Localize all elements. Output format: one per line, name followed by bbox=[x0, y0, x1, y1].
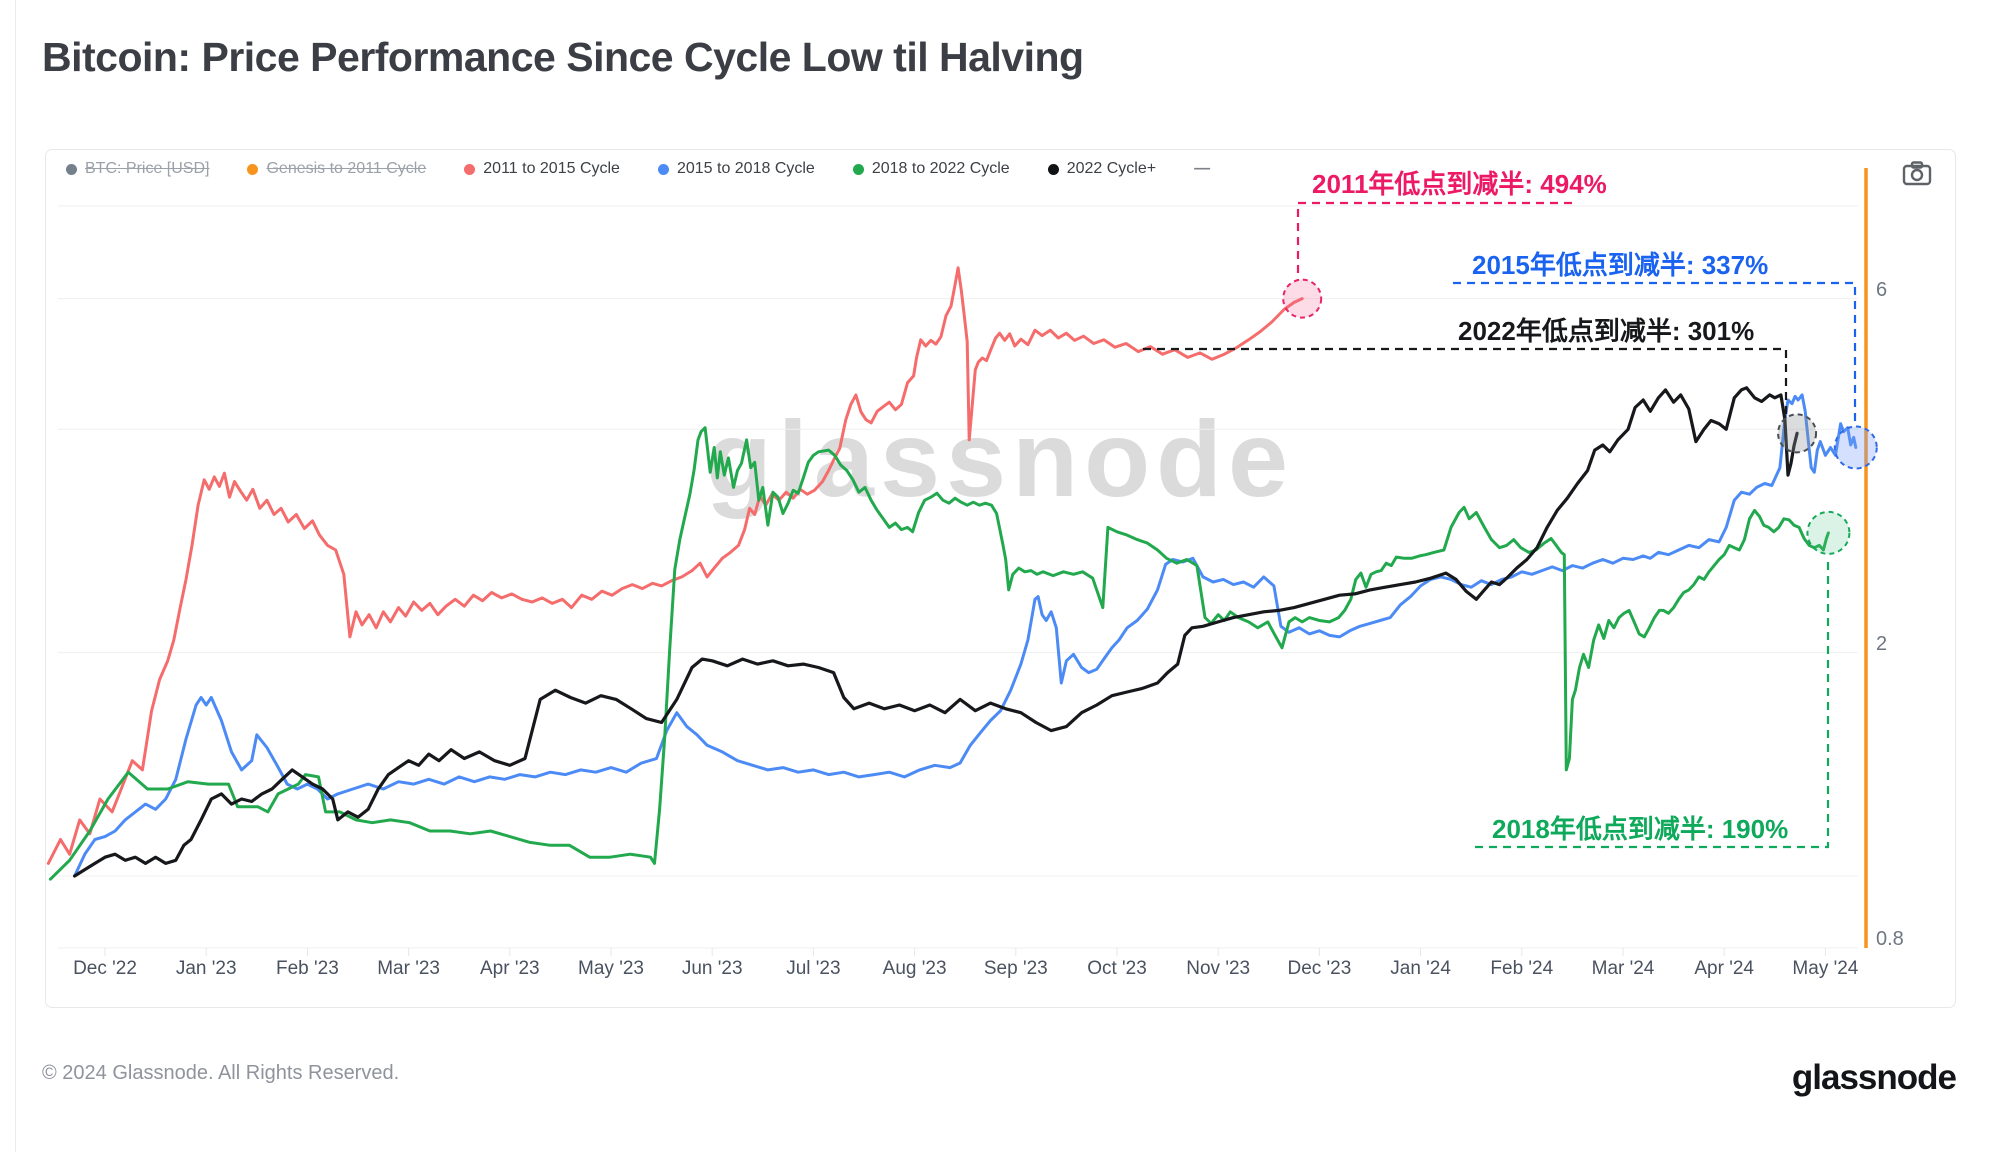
chart-card bbox=[45, 149, 1956, 1008]
legend-item-dash[interactable]: — bbox=[1194, 160, 1210, 178]
page-title: Bitcoin: Price Performance Since Cycle L… bbox=[42, 34, 1084, 80]
annotation-2011-cycle: 2011年低点到减半: 494% bbox=[1312, 169, 1607, 199]
x-axis-label: Apr '24 bbox=[1694, 958, 1754, 979]
legend-item-2022-cycle-[interactable]: 2022 Cycle+ bbox=[1047, 160, 1157, 178]
legend-label: 2018 to 2022 Cycle bbox=[871, 160, 1010, 177]
series-line-2015-to-2018-cycle[interactable] bbox=[73, 393, 1858, 878]
x-axis-label: May '23 bbox=[578, 958, 644, 979]
legend-dot-icon bbox=[1047, 163, 1059, 175]
glassnode-logo: glassnode bbox=[1791, 1058, 1957, 1097]
end-marker-2015-to-2018-cycle bbox=[1833, 425, 1878, 470]
legend-dot-icon bbox=[66, 163, 77, 175]
annotation-2022-cycle: 2022年低点到减半: 301% bbox=[1458, 316, 1755, 346]
x-axis-label: Feb '23 bbox=[276, 958, 339, 979]
x-axis-label: May '24 bbox=[1792, 958, 1859, 979]
y-axis-label-2: 2 bbox=[1876, 632, 1888, 655]
y-axis-label-6: 6 bbox=[1876, 278, 1888, 301]
series-line-2022-cycle-[interactable] bbox=[72, 386, 1799, 878]
legend-item-2018-to-2022-cycle[interactable]: 2018 to 2022 Cycle bbox=[852, 160, 1010, 178]
legend-item-genesis-to-2011-cycle[interactable]: Genesis to 2011 Cycle bbox=[247, 160, 426, 178]
legend-dash: — bbox=[1194, 160, 1211, 177]
legend-label: Genesis to 2011 Cycle bbox=[266, 160, 427, 177]
callout-line-a2022 bbox=[1143, 347, 1788, 418]
series-line-2018-to-2022-cycle[interactable] bbox=[48, 426, 1830, 881]
x-axis-label: Apr '23 bbox=[479, 958, 540, 979]
end-marker-2022-cycle- bbox=[1777, 413, 1818, 454]
callout-line-a2015 bbox=[1453, 281, 1857, 422]
camera-export-icon[interactable] bbox=[1902, 160, 1932, 186]
legend-dot-icon bbox=[464, 163, 476, 175]
legend-item-btc-price-usd-[interactable]: BTC: Price [USD] bbox=[66, 160, 209, 178]
x-axis-label: Nov '23 bbox=[1186, 958, 1251, 979]
chart-legend: BTC: Price [USD] Genesis to 2011 Cycle 201… bbox=[66, 160, 1210, 178]
x-axis-label: Mar '24 bbox=[1591, 958, 1655, 979]
x-axis-label: Aug '23 bbox=[882, 958, 947, 979]
callout-line-a2011 bbox=[1296, 201, 1572, 281]
legend-dot-icon bbox=[657, 163, 669, 175]
x-axis-label: Jul '23 bbox=[786, 958, 841, 979]
y-axis-label-0.8: 0.8 bbox=[1876, 927, 1904, 950]
page-left-border bbox=[15, 0, 16, 1152]
x-axis-label: Feb '24 bbox=[1490, 958, 1554, 979]
copyright-text: © 2024 Glassnode. All Rights Reserved. bbox=[42, 1062, 400, 1084]
series-line-2011-to-2015-cycle[interactable] bbox=[46, 266, 1304, 865]
legend-label: BTC: Price [USD] bbox=[85, 160, 210, 177]
legend-dot-icon bbox=[852, 163, 864, 175]
x-axis-label: Dec '22 bbox=[73, 958, 137, 979]
annotation-2018-cycle: 2018年低点到减半: 190% bbox=[1492, 814, 1789, 844]
legend-label: 2015 to 2018 Cycle bbox=[676, 160, 815, 177]
end-marker-2011-to-2015-cycle bbox=[1282, 278, 1323, 319]
x-axis-label: Sep '23 bbox=[983, 958, 1048, 979]
legend-dot-icon bbox=[247, 163, 259, 175]
legend-item-2015-to-2018-cycle[interactable]: 2015 to 2018 Cycle bbox=[657, 160, 815, 178]
annotation-2015-cycle: 2015年低点到减半: 337% bbox=[1472, 250, 1769, 280]
legend-label: 2022 Cycle+ bbox=[1066, 160, 1157, 177]
x-axis-label: Jan '23 bbox=[175, 958, 237, 979]
x-axis-label: Jan '24 bbox=[1390, 958, 1451, 979]
x-axis-label: Dec '23 bbox=[1287, 958, 1352, 979]
glassnode-watermark: glassnode bbox=[705, 398, 1295, 519]
x-axis-label: Mar '23 bbox=[377, 958, 440, 979]
callout-line-a2018 bbox=[1475, 556, 1830, 849]
legend-label: 2011 to 2015 Cycle bbox=[483, 160, 620, 177]
legend-item-2011-to-2015-cycle[interactable]: 2011 to 2015 Cycle bbox=[464, 160, 620, 178]
x-axis-label: Jun '23 bbox=[681, 958, 743, 979]
end-marker-2018-to-2022-cycle bbox=[1806, 510, 1851, 555]
x-axis-label: Oct '23 bbox=[1087, 958, 1147, 979]
